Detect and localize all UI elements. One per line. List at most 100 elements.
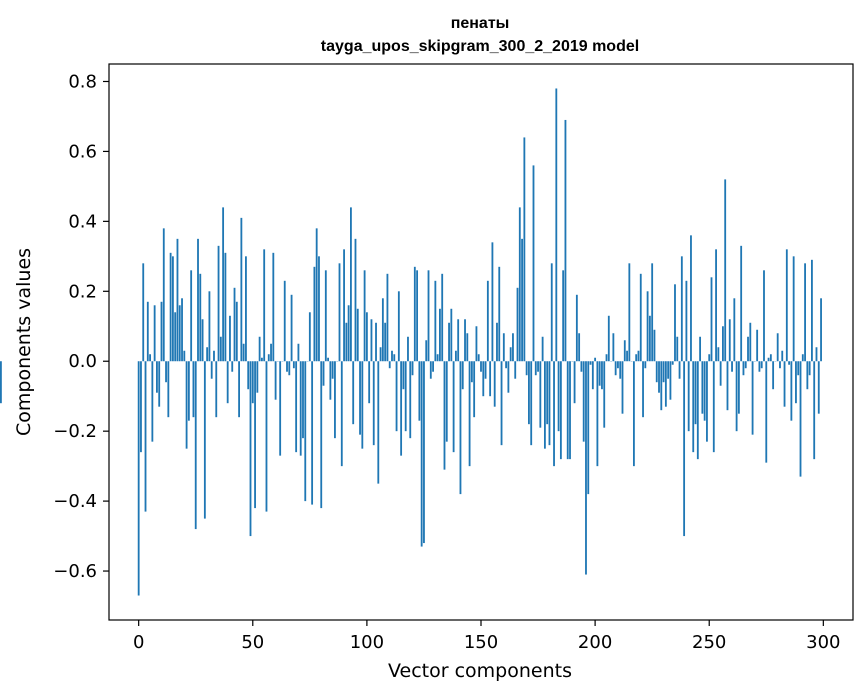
bar — [785, 249, 788, 362]
bar — [779, 361, 781, 369]
bar — [194, 361, 197, 530]
bar — [507, 361, 510, 393]
bar — [290, 294, 293, 362]
bar — [642, 361, 644, 418]
bar — [505, 361, 508, 369]
bar — [279, 361, 282, 456]
bar — [386, 273, 389, 362]
bar — [534, 361, 537, 376]
bar — [603, 361, 606, 428]
bar-series — [0, 88, 822, 596]
bar — [598, 361, 601, 386]
bar — [601, 361, 603, 390]
bar — [0, 361, 2, 404]
bar — [680, 256, 683, 362]
bar — [165, 361, 167, 383]
bar — [498, 266, 501, 362]
bar — [717, 347, 720, 362]
bar — [448, 322, 450, 362]
y-tick-label: −0.4 — [53, 491, 97, 512]
bar — [413, 266, 416, 362]
bar — [393, 354, 396, 362]
bar — [694, 361, 697, 425]
bar — [331, 361, 334, 379]
bar — [146, 301, 149, 362]
bar — [443, 361, 446, 470]
bar — [726, 361, 729, 411]
bar — [313, 266, 316, 362]
bar — [489, 361, 492, 397]
bar — [375, 322, 377, 362]
y-tick-label: 0.2 — [68, 281, 97, 302]
bar — [429, 361, 432, 379]
bar — [197, 238, 199, 362]
bar — [372, 361, 375, 446]
bar — [457, 319, 460, 362]
bar — [776, 333, 779, 362]
bar — [160, 301, 163, 362]
bar — [247, 361, 250, 390]
x-tick-label: 200 — [578, 632, 612, 653]
bar — [292, 361, 295, 369]
bar — [580, 361, 583, 372]
bar — [760, 361, 763, 369]
bar — [258, 336, 261, 362]
bar — [516, 287, 519, 362]
bar — [674, 284, 676, 362]
bar — [708, 354, 711, 362]
bar — [747, 336, 749, 362]
bar — [646, 291, 649, 362]
bar — [318, 256, 320, 362]
bar — [742, 361, 745, 376]
bar — [400, 361, 403, 456]
bar — [555, 88, 558, 362]
bar — [185, 361, 188, 449]
bar — [238, 361, 240, 418]
bar — [623, 340, 626, 362]
bar — [724, 179, 727, 362]
bar — [541, 336, 544, 362]
bar — [445, 361, 448, 442]
bar — [687, 361, 690, 432]
bar — [377, 361, 380, 484]
bar — [781, 350, 784, 362]
bar — [461, 361, 464, 390]
y-tick-label: 0.4 — [68, 211, 97, 232]
bar — [685, 280, 688, 362]
bar — [315, 228, 318, 362]
bar — [379, 347, 382, 362]
bar — [605, 354, 608, 362]
bar — [260, 357, 263, 362]
bar — [235, 301, 238, 362]
bar — [350, 207, 352, 362]
bar — [815, 347, 818, 362]
bar — [340, 361, 343, 467]
bar — [388, 361, 391, 369]
bar — [758, 361, 761, 372]
bar — [288, 361, 291, 376]
bar — [192, 361, 195, 418]
bar — [203, 361, 206, 519]
bar — [213, 350, 215, 362]
bar — [799, 361, 802, 477]
bar — [169, 252, 172, 362]
y-tick-label: 0.0 — [68, 351, 97, 372]
bar — [817, 361, 820, 414]
bar — [521, 238, 523, 362]
bar — [820, 298, 822, 362]
bar — [359, 361, 361, 435]
bar — [324, 270, 327, 362]
y-axis-label: Components values — [13, 248, 35, 436]
bar — [370, 319, 373, 362]
bar — [272, 252, 275, 362]
bar — [354, 238, 357, 362]
bar — [813, 361, 816, 460]
bar — [219, 336, 222, 362]
bar — [564, 119, 567, 362]
bar — [167, 361, 170, 418]
bar — [740, 245, 743, 362]
x-tick-label: 0 — [133, 632, 144, 653]
bar — [297, 343, 300, 362]
bar — [493, 361, 496, 407]
